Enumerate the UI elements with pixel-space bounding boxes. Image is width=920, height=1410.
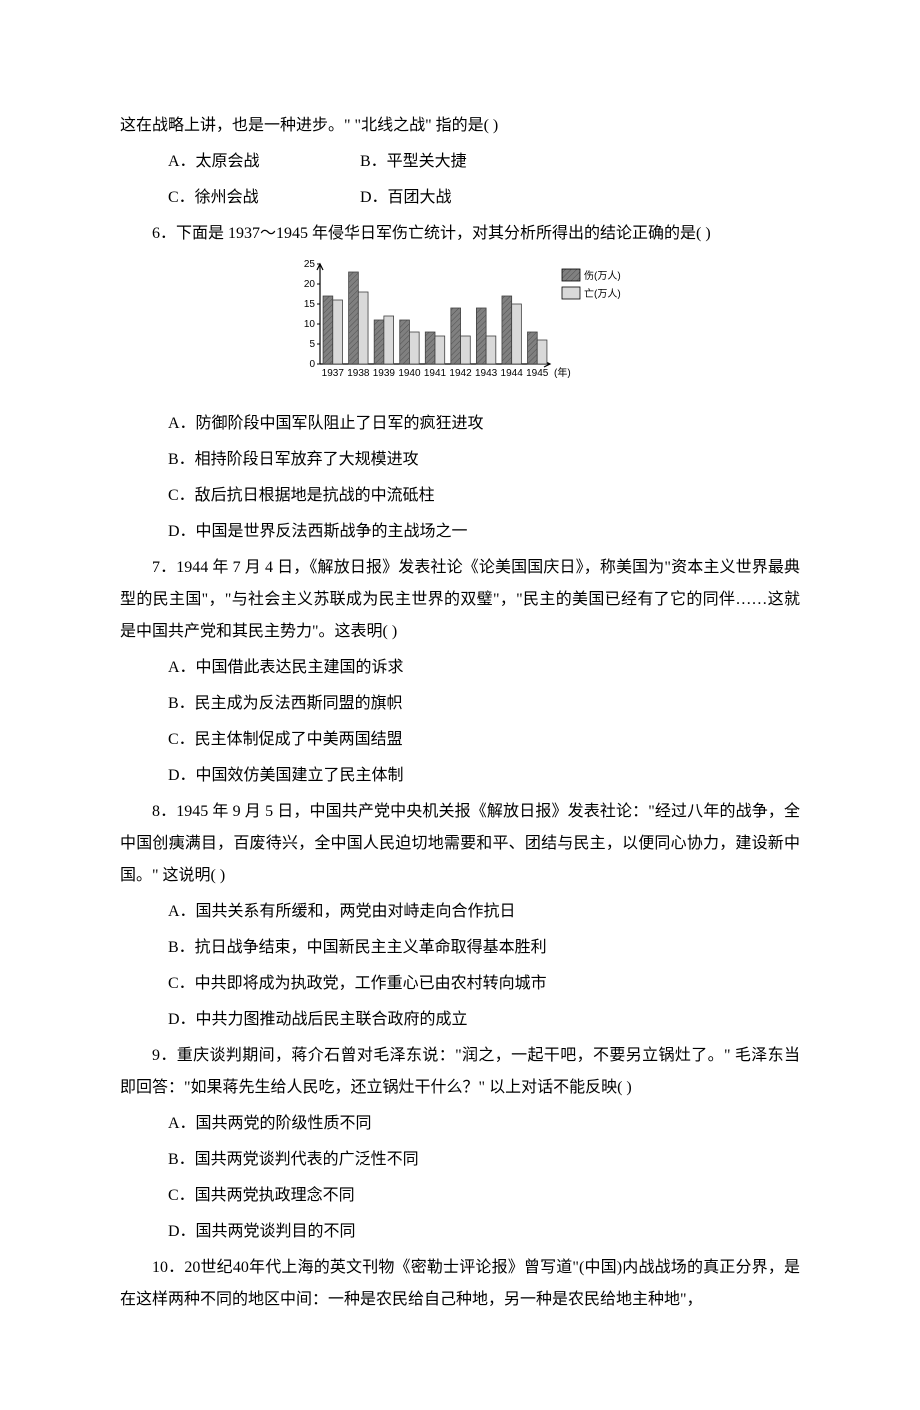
svg-text:5: 5	[309, 339, 315, 350]
svg-text:25: 25	[304, 259, 316, 270]
q5-option-b: B．平型关大捷	[360, 146, 467, 178]
q6-option-a: A．防御阶段中国军队阻止了日军的疯狂进攻	[120, 408, 800, 440]
svg-text:10: 10	[304, 319, 316, 330]
q5-options-row-2: C．徐州会战 D．百团大战	[120, 182, 800, 214]
q8-option-b: B．抗日战争结束，中国新民主主义革命取得基本胜利	[120, 932, 800, 964]
svg-text:15: 15	[304, 299, 316, 310]
q6-stem: 6．下面是 1937～1945 年侵华日军伤亡统计，对其分析所得出的结论正确的是…	[120, 218, 800, 250]
svg-text:1939: 1939	[373, 368, 396, 379]
q7-option-c: C．民主体制促成了中美两国结盟	[120, 724, 800, 756]
q6-option-d: D．中国是世界反法西斯战争的主战场之一	[120, 516, 800, 548]
svg-text:1938: 1938	[347, 368, 370, 379]
q8-stem: 8．1945 年 9 月 5 日，中国共产党中央机关报《解放日报》发表社论："经…	[120, 796, 800, 892]
q9-option-c: C．国共两党执政理念不同	[120, 1180, 800, 1212]
svg-text:1943: 1943	[475, 368, 498, 379]
q9-stem: 9．重庆谈判期间，蒋介石曾对毛泽东说："润之，一起干吧，不要另立锅灶了。" 毛泽…	[120, 1040, 800, 1104]
document-page: 这在战略上讲，也是一种进步。" "北线之战" 指的是( ) A．太原会战 B．平…	[0, 0, 920, 1410]
svg-text:0: 0	[309, 359, 315, 370]
q6-option-c: C．敌后抗日根据地是抗战的中流砥柱	[120, 480, 800, 512]
q10-stem: 10．20世纪40年代上海的英文刊物《密勒士评论报》曾写道"(中国)内战战场的真…	[120, 1252, 800, 1316]
svg-text:亡(万人): 亡(万人)	[584, 287, 621, 300]
svg-text:1937: 1937	[322, 368, 345, 379]
svg-text:(年): (年)	[554, 366, 571, 379]
q9-option-b: B．国共两党谈判代表的广泛性不同	[120, 1144, 800, 1176]
q6-chart: 0510152025193719381939194019411942194319…	[120, 256, 800, 398]
q8-option-a: A．国共关系有所缓和，两党由对峙走向合作抗日	[120, 896, 800, 928]
svg-text:1945: 1945	[526, 368, 549, 379]
q6-option-b: B．相持阶段日军放弃了大规模进攻	[120, 444, 800, 476]
svg-text:1941: 1941	[424, 368, 447, 379]
casualty-bar-chart: 0510152025193719381939194019411942194319…	[290, 256, 630, 386]
q8-option-d: D．中共力图推动战后民主联合政府的成立	[120, 1004, 800, 1036]
svg-text:伤(万人): 伤(万人)	[584, 269, 621, 282]
q8-option-c: C．中共即将成为执政党，工作重心已由农村转向城市	[120, 968, 800, 1000]
q7-option-b: B．民主成为反法西斯同盟的旗帜	[120, 688, 800, 720]
q5-stem-continued: 这在战略上讲，也是一种进步。" "北线之战" 指的是( )	[120, 110, 800, 142]
q7-option-a: A．中国借此表达民主建国的诉求	[120, 652, 800, 684]
q7-stem: 7．1944 年 7 月 4 日，《解放日报》发表社论《论美国国庆日》，称美国为…	[120, 552, 800, 648]
svg-text:1942: 1942	[449, 368, 472, 379]
q9-option-a: A．国共两党的阶级性质不同	[120, 1108, 800, 1140]
q7-option-d: D．中国效仿美国建立了民主体制	[120, 760, 800, 792]
q9-option-d: D．国共两党谈判目的不同	[120, 1216, 800, 1248]
q5-option-d: D．百团大战	[360, 182, 452, 214]
svg-text:1944: 1944	[501, 368, 524, 379]
q5-option-c: C．徐州会战	[168, 182, 360, 214]
q5-options-row-1: A．太原会战 B．平型关大捷	[120, 146, 800, 178]
svg-text:20: 20	[304, 279, 316, 290]
svg-text:1940: 1940	[398, 368, 421, 379]
q5-option-a: A．太原会战	[168, 146, 360, 178]
